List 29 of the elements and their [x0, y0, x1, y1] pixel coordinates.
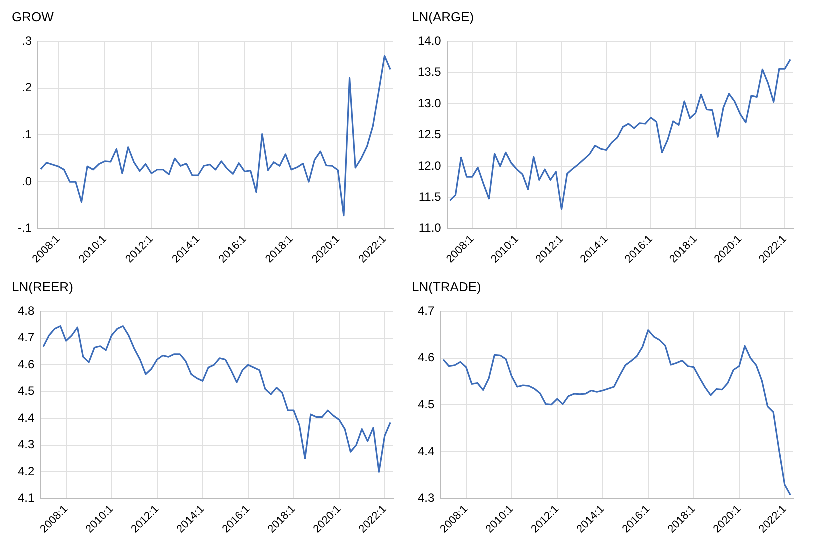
y-tick-label: 4.2	[18, 464, 35, 478]
y-tick-label: .2	[22, 80, 32, 95]
y-tick-label: .0	[22, 174, 32, 188]
chart-title: GROW	[12, 9, 55, 24]
y-tick-label: -.1	[18, 221, 32, 236]
y-tick-label: 4.3	[418, 491, 435, 506]
y-tick-label: 4.7	[418, 304, 435, 318]
y-tick-label: 13.0	[418, 96, 442, 110]
y-tick-label: 11.5	[418, 190, 442, 204]
chart-title: LN(TRADE)	[412, 279, 482, 294]
y-tick-label: 4.4	[418, 444, 435, 458]
y-tick-label: 12.5	[418, 128, 442, 142]
y-tick-label: 4.8	[18, 304, 35, 318]
y-tick-label: 4.1	[18, 491, 35, 506]
y-tick-label: .3	[22, 34, 32, 48]
chart-title: LN(REER)	[12, 279, 74, 294]
y-tick-label: 4.7	[18, 330, 35, 345]
y-tick-label: 4.4	[18, 410, 35, 425]
y-tick-label: 4.6	[418, 350, 435, 365]
y-tick-label: 4.5	[418, 398, 435, 412]
y-tick-label: 4.3	[18, 438, 35, 452]
y-tick-label: 4.5	[18, 384, 35, 398]
y-tick-label: 11.0	[418, 221, 442, 236]
y-tick-label: .1	[22, 128, 32, 142]
chart-title: LN(ARGE)	[412, 9, 474, 24]
y-tick-label: 4.6	[18, 357, 35, 372]
y-tick-label: 12.0	[418, 158, 442, 173]
y-tick-label: 13.5	[418, 65, 442, 80]
y-tick-label: 14.0	[418, 34, 442, 48]
